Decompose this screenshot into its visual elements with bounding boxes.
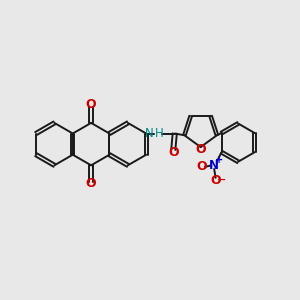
Text: O: O [86, 98, 96, 111]
Text: O: O [168, 146, 178, 159]
Text: O: O [210, 174, 221, 187]
Text: O: O [195, 143, 206, 156]
Text: O: O [196, 160, 207, 173]
Text: O: O [86, 177, 96, 190]
Text: N: N [209, 159, 219, 172]
Text: +: + [214, 155, 223, 165]
Text: H: H [155, 127, 164, 140]
Text: −: − [217, 175, 226, 185]
Text: N: N [145, 127, 154, 140]
